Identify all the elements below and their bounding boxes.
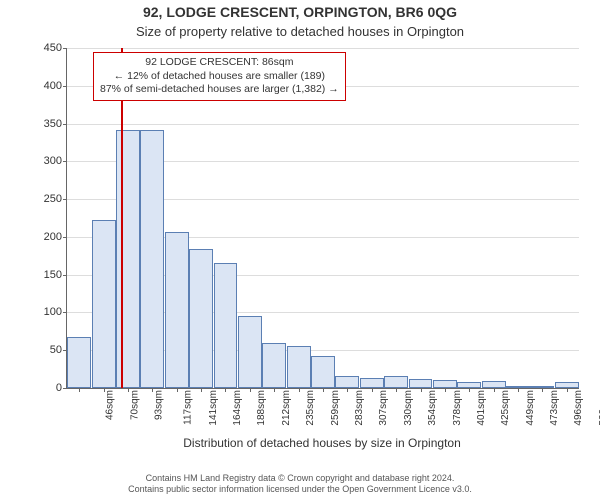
ytick-label: 0 — [56, 382, 67, 394]
histogram-bar — [238, 316, 262, 388]
ytick-label: 300 — [44, 155, 67, 167]
xtick-mark — [323, 388, 324, 392]
histogram-bar — [116, 130, 140, 388]
gridline-h — [67, 124, 579, 125]
histogram-plot: 05010015020025030035040045046sqm70sqm93s… — [66, 48, 579, 389]
xtick-label: 307sqm — [376, 390, 389, 426]
xtick-mark — [201, 388, 202, 392]
ytick-label: 200 — [44, 231, 67, 243]
histogram-bar — [214, 263, 238, 388]
xtick-mark — [494, 388, 495, 392]
xtick-mark — [567, 388, 568, 392]
xtick-label: 235sqm — [303, 390, 316, 426]
gridline-h — [67, 48, 579, 49]
xtick-label: 70sqm — [127, 390, 140, 420]
xtick-mark — [152, 388, 153, 392]
xtick-label: 473sqm — [547, 390, 560, 426]
xtick-mark — [518, 388, 519, 392]
ytick-label: 250 — [44, 193, 67, 205]
histogram-bar — [287, 346, 311, 388]
xtick-mark — [250, 388, 251, 392]
xtick-label: 259sqm — [328, 390, 341, 426]
xtick-mark — [104, 388, 105, 392]
histogram-bar — [409, 379, 433, 388]
xtick-mark — [542, 388, 543, 392]
histogram-bar — [360, 378, 384, 388]
attribution-line-2: Contains public sector information licen… — [0, 484, 600, 496]
annotation-line: ← 12% of detached houses are smaller (18… — [100, 70, 339, 84]
ytick-label: 100 — [44, 306, 67, 318]
xtick-label: 449sqm — [523, 390, 536, 426]
xtick-label: 283sqm — [352, 390, 365, 426]
xtick-label: 46sqm — [103, 390, 116, 420]
histogram-bar — [140, 130, 164, 388]
histogram-bar — [67, 337, 91, 388]
histogram-bar — [335, 376, 359, 388]
annotation-box: 92 LODGE CRESCENT: 86sqm← 12% of detache… — [93, 52, 346, 101]
xtick-label: 141sqm — [206, 390, 219, 426]
annotation-line: 92 LODGE CRESCENT: 86sqm — [100, 56, 339, 70]
histogram-bar — [189, 249, 213, 388]
xtick-mark — [372, 388, 373, 392]
histogram-bar — [92, 220, 116, 388]
xtick-label: 117sqm — [181, 390, 194, 425]
histogram-bar — [482, 381, 506, 388]
xtick-mark — [421, 388, 422, 392]
page-subtitle: Size of property relative to detached ho… — [0, 24, 600, 39]
x-axis-label: Distribution of detached houses by size … — [66, 436, 578, 450]
xtick-label: 93sqm — [151, 390, 164, 420]
attribution-footer: Contains HM Land Registry data © Crown c… — [0, 473, 600, 496]
xtick-mark — [177, 388, 178, 392]
histogram-bar — [433, 380, 457, 388]
xtick-label: 520sqm — [596, 390, 600, 426]
xtick-mark — [396, 388, 397, 392]
xtick-label: 496sqm — [572, 390, 585, 426]
xtick-mark — [274, 388, 275, 392]
ytick-label: 150 — [44, 269, 67, 281]
histogram-bar — [384, 376, 408, 388]
xtick-label: 212sqm — [279, 390, 292, 426]
annotation-line: 87% of semi-detached houses are larger (… — [100, 83, 339, 97]
xtick-label: 401sqm — [474, 390, 487, 426]
xtick-mark — [128, 388, 129, 392]
page-title: 92, LODGE CRESCENT, ORPINGTON, BR6 0QG — [0, 4, 600, 20]
attribution-line-1: Contains HM Land Registry data © Crown c… — [0, 473, 600, 485]
xtick-label: 188sqm — [255, 390, 268, 426]
xtick-mark — [225, 388, 226, 392]
histogram-bar — [262, 343, 286, 388]
xtick-mark — [347, 388, 348, 392]
histogram-bar — [311, 356, 335, 388]
histogram-bar — [165, 232, 189, 388]
xtick-label: 425sqm — [498, 390, 511, 426]
xtick-label: 378sqm — [450, 390, 463, 426]
xtick-mark — [299, 388, 300, 392]
ytick-label: 400 — [44, 80, 67, 92]
ytick-label: 50 — [50, 344, 67, 356]
xtick-label: 330sqm — [401, 390, 414, 426]
ytick-label: 450 — [44, 42, 67, 54]
xtick-mark — [469, 388, 470, 392]
xtick-label: 354sqm — [425, 390, 438, 426]
xtick-mark — [445, 388, 446, 392]
xtick-label: 164sqm — [230, 390, 243, 426]
ytick-label: 350 — [44, 118, 67, 130]
xtick-mark — [79, 388, 80, 392]
